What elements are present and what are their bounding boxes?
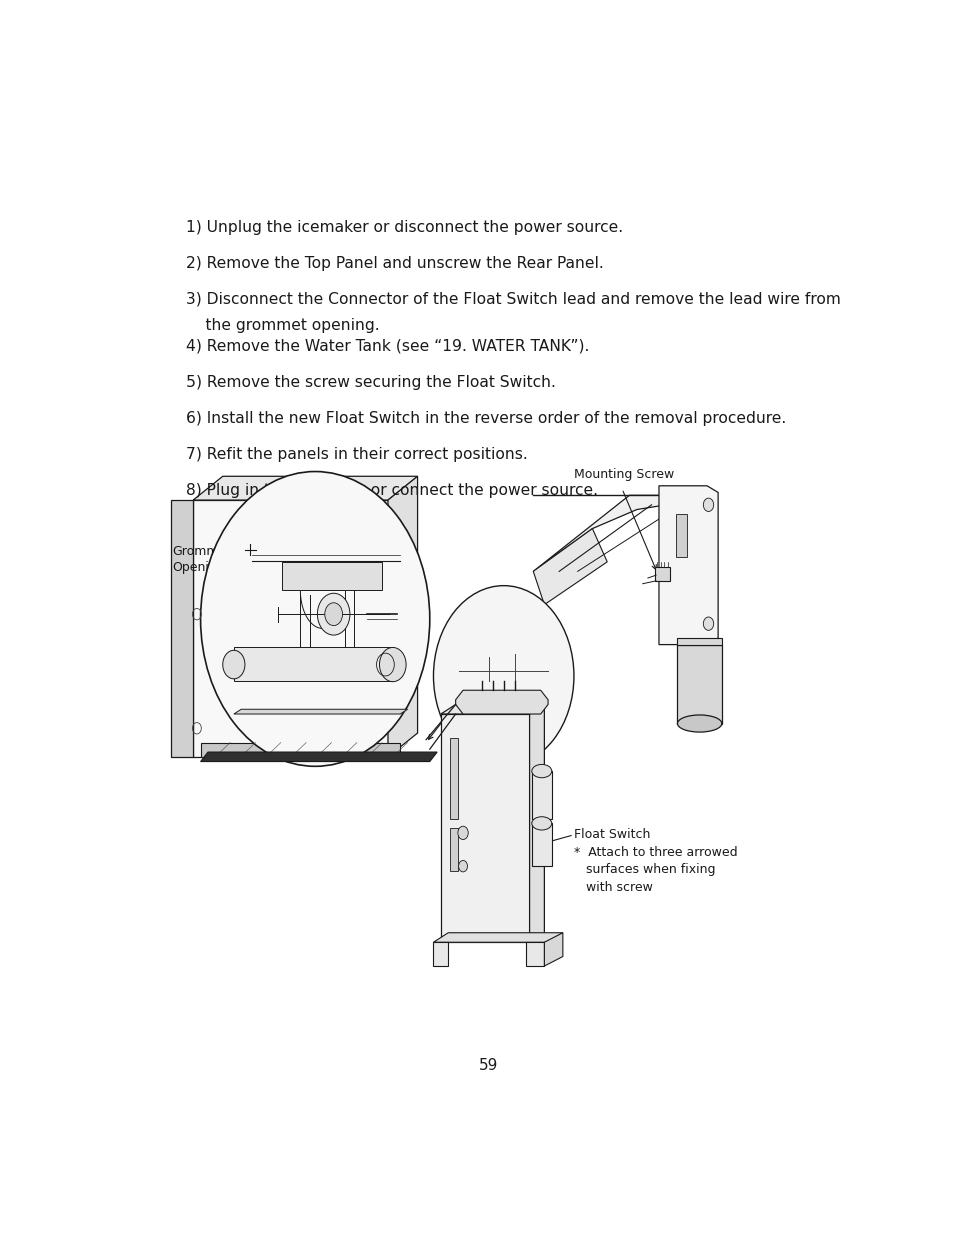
Polygon shape bbox=[282, 562, 381, 590]
Ellipse shape bbox=[677, 715, 721, 732]
Text: Mounting Screw: Mounting Screw bbox=[574, 468, 674, 482]
Polygon shape bbox=[529, 704, 544, 942]
Circle shape bbox=[702, 498, 713, 511]
Ellipse shape bbox=[531, 816, 551, 830]
Polygon shape bbox=[433, 932, 562, 942]
Polygon shape bbox=[450, 737, 457, 819]
Text: 7) Refit the panels in their correct positions.: 7) Refit the panels in their correct pos… bbox=[186, 447, 527, 462]
Circle shape bbox=[458, 861, 467, 872]
Circle shape bbox=[702, 618, 713, 630]
Polygon shape bbox=[531, 824, 551, 866]
Circle shape bbox=[317, 593, 350, 635]
Text: 8) Plug in the icemaker or connect the power source.: 8) Plug in the icemaker or connect the p… bbox=[186, 483, 598, 498]
Text: 59: 59 bbox=[478, 1057, 498, 1072]
Polygon shape bbox=[200, 752, 436, 762]
Polygon shape bbox=[200, 742, 400, 757]
Circle shape bbox=[433, 585, 574, 766]
Text: 3) Disconnect the Connector of the Float Switch lead and remove the lead wire fr: 3) Disconnect the Connector of the Float… bbox=[186, 291, 840, 306]
Polygon shape bbox=[533, 495, 665, 572]
Ellipse shape bbox=[531, 764, 551, 778]
Circle shape bbox=[200, 472, 429, 766]
Polygon shape bbox=[677, 638, 721, 645]
Circle shape bbox=[324, 603, 342, 626]
Polygon shape bbox=[544, 932, 562, 966]
Text: Float Switch
*  Attach to three arrowed
   surfaces when fixing
   with screw: Float Switch * Attach to three arrowed s… bbox=[574, 829, 737, 894]
Polygon shape bbox=[433, 942, 448, 966]
Text: the grommet opening.: the grommet opening. bbox=[186, 319, 379, 333]
Polygon shape bbox=[440, 714, 529, 942]
Text: 1) Unplug the icemaker or disconnect the power source.: 1) Unplug the icemaker or disconnect the… bbox=[186, 220, 622, 235]
Polygon shape bbox=[233, 647, 393, 680]
Polygon shape bbox=[171, 500, 193, 757]
Polygon shape bbox=[531, 771, 551, 819]
Polygon shape bbox=[450, 829, 457, 871]
Polygon shape bbox=[193, 500, 388, 757]
Text: 6) Install the new Float Switch in the reverse order of the removal procedure.: 6) Install the new Float Switch in the r… bbox=[186, 411, 785, 426]
Polygon shape bbox=[659, 485, 718, 645]
Polygon shape bbox=[676, 514, 686, 557]
Polygon shape bbox=[677, 645, 721, 724]
Polygon shape bbox=[233, 709, 407, 714]
Polygon shape bbox=[655, 567, 669, 580]
Polygon shape bbox=[456, 690, 547, 714]
Text: Grommet
Opening: Grommet Opening bbox=[172, 545, 232, 574]
Circle shape bbox=[379, 647, 406, 682]
Polygon shape bbox=[193, 477, 417, 500]
Polygon shape bbox=[525, 942, 544, 966]
Circle shape bbox=[457, 826, 468, 840]
Polygon shape bbox=[440, 704, 544, 714]
Polygon shape bbox=[388, 477, 417, 757]
Polygon shape bbox=[533, 529, 606, 605]
Text: 5) Remove the screw securing the Float Switch.: 5) Remove the screw securing the Float S… bbox=[186, 374, 555, 389]
Polygon shape bbox=[665, 488, 677, 495]
Text: 2) Remove the Top Panel and unscrew the Rear Panel.: 2) Remove the Top Panel and unscrew the … bbox=[186, 256, 603, 270]
Circle shape bbox=[222, 651, 245, 679]
Text: 4) Remove the Water Tank (see “19. WATER TANK”).: 4) Remove the Water Tank (see “19. WATER… bbox=[186, 338, 589, 353]
